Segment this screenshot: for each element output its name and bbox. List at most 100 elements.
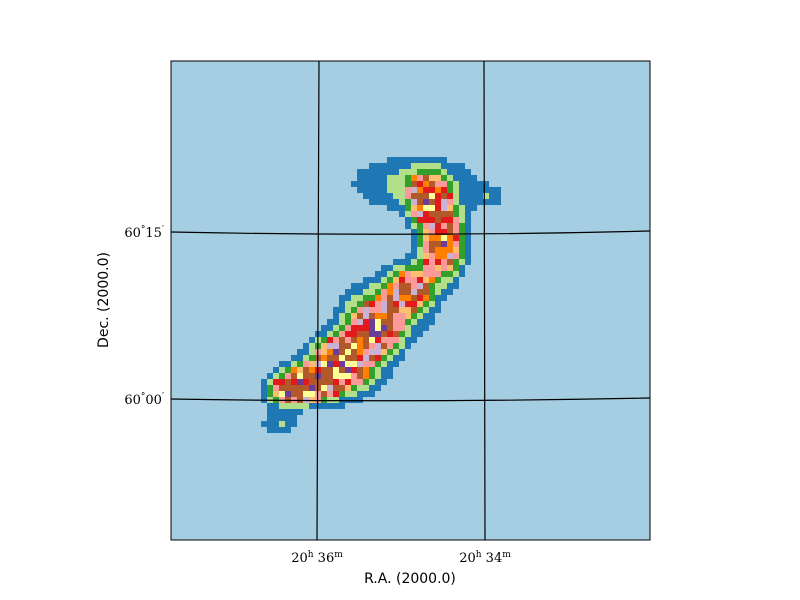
heatmap-cell — [411, 313, 417, 319]
heatmap-cell — [357, 175, 363, 181]
heatmap-cell — [381, 349, 387, 355]
heatmap-cell — [369, 301, 375, 307]
heatmap-cell — [279, 409, 285, 415]
heatmap-cell — [345, 379, 351, 385]
heatmap-cell — [489, 199, 495, 205]
heatmap-cell — [387, 355, 393, 361]
heatmap-cell — [381, 199, 387, 205]
heatmap-cell — [363, 175, 369, 181]
heatmap-cell — [333, 307, 339, 313]
heatmap-cell — [291, 373, 297, 379]
heatmap-cell — [411, 181, 417, 187]
heatmap-cell — [363, 349, 369, 355]
heatmap-cell — [423, 175, 429, 181]
heatmap-cell — [411, 199, 417, 205]
heatmap-cell — [303, 373, 309, 379]
heatmap-cell — [303, 391, 309, 397]
heatmap-cell — [327, 391, 333, 397]
heatmap-cell — [453, 265, 459, 271]
heatmap-cell — [393, 343, 399, 349]
heatmap-cell — [399, 193, 405, 199]
heatmap-cell — [363, 169, 369, 175]
heatmap-cell — [357, 283, 363, 289]
heatmap-cell — [333, 391, 339, 397]
heatmap-cell — [351, 337, 357, 343]
heatmap-cell — [441, 283, 447, 289]
heatmap-cell — [465, 247, 471, 253]
heatmap-cell — [441, 265, 447, 271]
heatmap-cell — [393, 271, 399, 277]
heatmap-cell — [405, 301, 411, 307]
heatmap-cell — [429, 241, 435, 247]
heatmap-cell — [417, 265, 423, 271]
heatmap-cell — [447, 259, 453, 265]
heatmap-cell — [381, 181, 387, 187]
heatmap-cell — [447, 271, 453, 277]
heatmap-cell — [363, 331, 369, 337]
heatmap-cell — [459, 217, 465, 223]
heatmap-cell — [423, 169, 429, 175]
heatmap-cell — [375, 175, 381, 181]
heatmap-cell — [483, 199, 489, 205]
heatmap-cell — [339, 367, 345, 373]
heatmap-cell — [435, 247, 441, 253]
heatmap-cell — [405, 193, 411, 199]
heatmap-cell — [273, 379, 279, 385]
heatmap-cell — [477, 181, 483, 187]
heatmap-cell — [453, 277, 459, 283]
heatmap-cell — [375, 271, 381, 277]
heatmap-cell — [405, 337, 411, 343]
heatmap-cell — [273, 427, 279, 433]
heatmap-cell — [423, 229, 429, 235]
heatmap-cell — [453, 205, 459, 211]
heatmap-cell — [459, 187, 465, 193]
heatmap-cell — [321, 325, 327, 331]
heatmap-cell — [297, 349, 303, 355]
heatmap-cell — [387, 193, 393, 199]
heatmap-cell — [435, 289, 441, 295]
x-axis-label: R.A. (2000.0) — [364, 571, 456, 587]
heatmap-cell — [435, 265, 441, 271]
heatmap-cell — [441, 175, 447, 181]
coordinate-grid — [171, 61, 650, 540]
heatmap-cell — [465, 259, 471, 265]
heatmap-cell — [297, 373, 303, 379]
heatmap-cell — [393, 307, 399, 313]
heatmap-cell — [471, 205, 477, 211]
heatmap-cell — [405, 265, 411, 271]
heatmap-cell — [441, 241, 447, 247]
heatmap-cell — [459, 163, 465, 169]
heatmap-cell — [351, 301, 357, 307]
heatmap-cell — [423, 271, 429, 277]
heatmap-cell — [453, 181, 459, 187]
heatmap-cell — [441, 205, 447, 211]
heatmap-cell — [357, 349, 363, 355]
heatmap-cell — [375, 193, 381, 199]
heatmap-cell — [381, 343, 387, 349]
heatmap-cell — [351, 289, 357, 295]
heatmap-cell — [303, 349, 309, 355]
heatmap-cell — [369, 181, 375, 187]
heatmap-cell — [411, 301, 417, 307]
heatmap-cell — [381, 373, 387, 379]
heatmap-cell — [357, 325, 363, 331]
heatmap-cell — [435, 175, 441, 181]
heatmap-cell — [417, 157, 423, 163]
heatmap-cell — [411, 205, 417, 211]
heatmap-cell — [405, 217, 411, 223]
heatmap-cell — [291, 415, 297, 421]
heatmap-cell — [393, 265, 399, 271]
heatmap-cell — [453, 241, 459, 247]
heatmap-cell — [375, 187, 381, 193]
heatmap-cell — [411, 193, 417, 199]
heatmap-cell — [327, 355, 333, 361]
heatmap-cell — [333, 367, 339, 373]
heatmap-cell — [471, 181, 477, 187]
heatmap-cell — [297, 379, 303, 385]
heatmap-cell — [465, 193, 471, 199]
heatmap-cell — [279, 385, 285, 391]
heatmap-cell — [381, 295, 387, 301]
heatmap-cell — [333, 385, 339, 391]
heatmap-cell — [393, 205, 399, 211]
heatmap-cell — [411, 175, 417, 181]
